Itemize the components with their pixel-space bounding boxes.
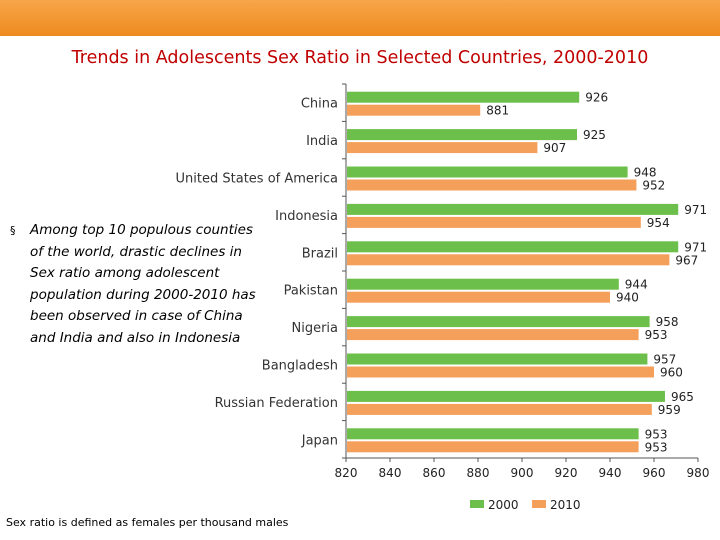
data-label: 957 bbox=[653, 353, 676, 367]
data-label: 959 bbox=[658, 403, 681, 417]
x-tick-label: 900 bbox=[511, 466, 534, 480]
bar-2000 bbox=[347, 166, 628, 178]
data-label: 948 bbox=[634, 166, 657, 180]
data-label: 940 bbox=[616, 291, 639, 305]
x-tick-label: 980 bbox=[687, 466, 710, 480]
data-label: 952 bbox=[642, 179, 665, 193]
x-tick-label: 840 bbox=[379, 466, 402, 480]
bar-2010 bbox=[347, 142, 538, 154]
x-tick-label: 880 bbox=[467, 466, 490, 480]
data-label: 944 bbox=[625, 278, 648, 292]
legend-swatch-2010 bbox=[532, 500, 546, 508]
data-label: 960 bbox=[660, 366, 683, 380]
bar-2010 bbox=[347, 254, 670, 266]
data-label: 953 bbox=[645, 328, 668, 342]
bar-2000 bbox=[347, 203, 679, 215]
bar-2010 bbox=[347, 216, 641, 228]
bullet-text: Among top 10 populous counties of the wo… bbox=[30, 222, 256, 346]
data-label: 953 bbox=[645, 427, 668, 441]
bar-2010 bbox=[347, 441, 639, 453]
x-tick-label: 940 bbox=[599, 466, 622, 480]
bar-2000 bbox=[347, 353, 648, 365]
footnote: Sex ratio is defined as females per thou… bbox=[6, 516, 289, 529]
category-label: Japan bbox=[301, 433, 338, 448]
category-label: Nigeria bbox=[291, 321, 338, 336]
data-label: 926 bbox=[585, 91, 608, 105]
data-label: 965 bbox=[671, 390, 694, 404]
bar-2010 bbox=[347, 291, 610, 303]
category-label: India bbox=[306, 134, 338, 149]
bar-2010 bbox=[347, 366, 654, 378]
bar-2000 bbox=[347, 278, 619, 290]
data-label: 907 bbox=[543, 141, 566, 155]
category-label: Pakistan bbox=[284, 284, 338, 299]
category-label: Bangladesh bbox=[262, 359, 338, 374]
category-label: Russian Federation bbox=[215, 396, 338, 411]
bar-2010 bbox=[347, 329, 639, 341]
legend-swatch-2000 bbox=[470, 500, 484, 508]
bar-2000 bbox=[347, 316, 650, 328]
data-label: 954 bbox=[647, 216, 670, 230]
data-label: 971 bbox=[684, 203, 707, 217]
category-label: Indonesia bbox=[275, 209, 338, 224]
bar-2000 bbox=[347, 129, 577, 141]
x-tick-label: 860 bbox=[423, 466, 446, 480]
bullet-icon: § bbox=[10, 224, 16, 237]
x-tick-label: 820 bbox=[335, 466, 358, 480]
x-tick-label: 920 bbox=[555, 466, 578, 480]
legend-label: 2000 bbox=[488, 498, 519, 512]
category-label: Brazil bbox=[302, 246, 338, 261]
x-tick-label: 960 bbox=[643, 466, 666, 480]
category-label: United States of America bbox=[176, 172, 338, 187]
legend-label: 2010 bbox=[550, 498, 581, 512]
data-label: 958 bbox=[656, 315, 679, 329]
bar-2000 bbox=[347, 390, 665, 402]
bullet-point: § Among top 10 populous counties of the … bbox=[10, 220, 262, 349]
data-label: 925 bbox=[583, 128, 606, 142]
bar-2000 bbox=[347, 91, 580, 103]
page-title: Trends in Adolescents Sex Ratio in Selec… bbox=[71, 48, 649, 68]
data-label: 881 bbox=[486, 104, 509, 118]
bar-2000 bbox=[347, 241, 679, 253]
data-label: 953 bbox=[645, 440, 668, 454]
data-label: 971 bbox=[684, 240, 707, 254]
data-label: 967 bbox=[675, 253, 698, 267]
bar-2010 bbox=[347, 104, 481, 116]
bar-2010 bbox=[347, 179, 637, 191]
category-label: China bbox=[301, 97, 338, 112]
header-accent-bar bbox=[0, 0, 720, 36]
bar-2010 bbox=[347, 403, 652, 415]
bar-2000 bbox=[347, 428, 639, 440]
